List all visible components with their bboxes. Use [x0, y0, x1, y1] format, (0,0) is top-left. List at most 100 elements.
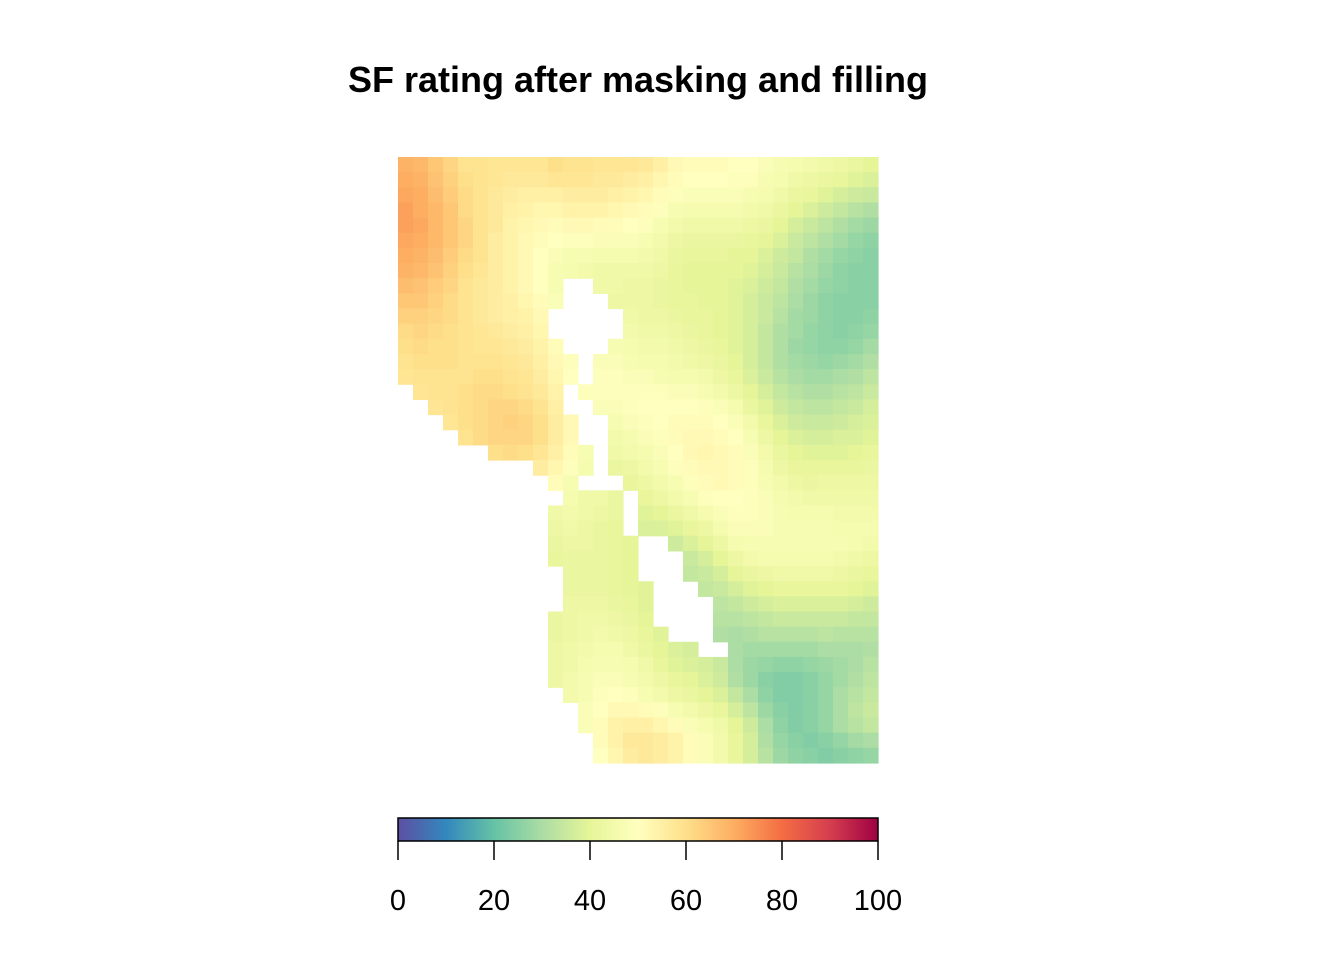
- raster-cell: [518, 278, 534, 294]
- raster-cell: [683, 520, 699, 537]
- raster-cell: [608, 535, 624, 552]
- raster-cell: [773, 717, 789, 734]
- raster-cell: [698, 550, 714, 567]
- raster-cell: [623, 232, 639, 249]
- raster-cell: [428, 157, 444, 173]
- raster-cell: [833, 278, 849, 294]
- raster-cell: [623, 429, 639, 446]
- raster-cell: [803, 202, 819, 219]
- raster-cell: [623, 656, 639, 673]
- raster-cell: [818, 475, 834, 491]
- raster-cell: [563, 460, 579, 476]
- raster-cell: [698, 581, 714, 597]
- raster-cell: [788, 520, 804, 537]
- raster-cell: [728, 202, 744, 219]
- raster-cell: [413, 338, 429, 355]
- raster-cell: [578, 217, 594, 234]
- raster-cell: [653, 444, 669, 461]
- raster-cell: [578, 717, 594, 734]
- raster-cell: [728, 732, 744, 749]
- raster-cell: [428, 353, 444, 370]
- raster-cell: [773, 247, 789, 264]
- raster-cell: [548, 217, 564, 234]
- raster-cell: [758, 414, 774, 431]
- raster-cell: [413, 369, 429, 385]
- raster-cell: [608, 444, 624, 461]
- raster-cell: [503, 187, 519, 204]
- raster-cell: [548, 399, 564, 416]
- raster-cell: [653, 157, 669, 173]
- raster-cell: [758, 369, 774, 385]
- raster-cell: [758, 293, 774, 310]
- raster-cell: [833, 672, 849, 688]
- raster-cell: [608, 550, 624, 567]
- raster-cell: [743, 550, 759, 567]
- raster-cell: [608, 702, 624, 719]
- raster-cell: [803, 263, 819, 279]
- raster-cell: [758, 717, 774, 734]
- raster-cell: [668, 656, 684, 673]
- raster-cell: [788, 414, 804, 431]
- raster-cell: [578, 550, 594, 567]
- raster-cell: [563, 596, 579, 613]
- raster-cell: [398, 202, 414, 219]
- raster-cell: [803, 672, 819, 688]
- raster-cell: [578, 626, 594, 643]
- raster-cell: [803, 429, 819, 446]
- raster-cell: [563, 581, 579, 597]
- raster-cell: [683, 717, 699, 734]
- raster-cell: [503, 323, 519, 340]
- raster-cell: [593, 278, 609, 294]
- raster-cell: [698, 232, 714, 249]
- raster-cell: [773, 263, 789, 279]
- raster-cell: [818, 566, 834, 582]
- raster-cell: [788, 263, 804, 279]
- raster-cell: [578, 157, 594, 173]
- raster-cell: [683, 353, 699, 370]
- raster-cell: [818, 278, 834, 294]
- raster-cell: [653, 460, 669, 476]
- raster-cell: [818, 656, 834, 673]
- raster-cell: [398, 247, 414, 264]
- raster-cell: [743, 384, 759, 400]
- raster-cell: [548, 157, 564, 173]
- raster-cell: [728, 460, 744, 476]
- raster-cell: [533, 202, 549, 219]
- raster-cell: [458, 293, 474, 310]
- raster-cell: [608, 611, 624, 628]
- raster-cell: [488, 232, 504, 249]
- raster-cell: [683, 505, 699, 522]
- raster-cell: [518, 293, 534, 310]
- raster-cell: [458, 202, 474, 219]
- raster-cell: [773, 293, 789, 310]
- raster-cell: [698, 308, 714, 325]
- raster-cell: [608, 202, 624, 219]
- raster-cell: [848, 641, 864, 658]
- raster-cell: [848, 550, 864, 567]
- raster-cell: [503, 263, 519, 279]
- raster-cell: [713, 611, 729, 628]
- raster-cell: [788, 369, 804, 385]
- raster-cell: [443, 293, 459, 310]
- raster-cell: [398, 293, 414, 310]
- raster-cell: [593, 505, 609, 522]
- raster-cell: [863, 369, 879, 385]
- raster-cell: [713, 717, 729, 734]
- raster-cell: [728, 308, 744, 325]
- raster-cell: [488, 263, 504, 279]
- raster-cell: [428, 293, 444, 310]
- raster-cell: [608, 429, 624, 446]
- raster-cell: [623, 172, 639, 188]
- raster-cell: [818, 217, 834, 234]
- raster-cell: [758, 535, 774, 552]
- raster-cell: [863, 263, 879, 279]
- raster-cell: [833, 656, 849, 673]
- raster-cell: [503, 278, 519, 294]
- raster-cell: [818, 626, 834, 643]
- raster-cell: [758, 444, 774, 461]
- raster-cell: [713, 475, 729, 491]
- raster-cell: [398, 232, 414, 249]
- raster-cell: [623, 596, 639, 613]
- raster-cell: [413, 232, 429, 249]
- raster-cell: [623, 444, 639, 461]
